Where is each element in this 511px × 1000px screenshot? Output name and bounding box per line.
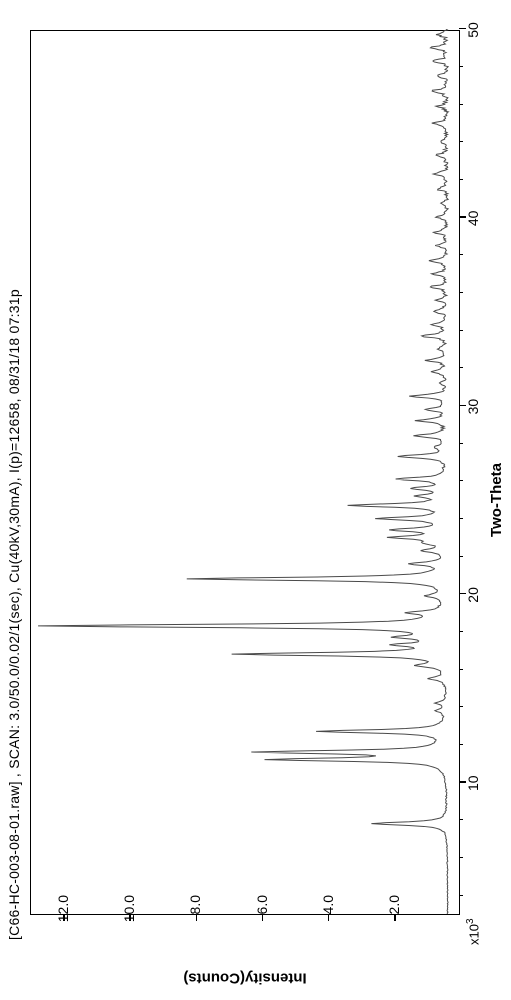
x-tick-label: 50 [465, 22, 481, 38]
xrd-spectrum-line [31, 29, 461, 914]
y-axis-multiplier: x103 [465, 918, 481, 945]
plot-area [30, 30, 460, 915]
x-tick-label: 40 [465, 211, 481, 227]
x-tick-label: 20 [465, 587, 481, 603]
y-axis-title: Intensity(Counts) [183, 970, 306, 987]
y-tick [129, 914, 131, 921]
y-tick [262, 914, 264, 921]
y-tick [394, 914, 396, 921]
x-axis-title: Two-Theta [488, 463, 505, 537]
spectrum-path [38, 29, 448, 914]
x-tick-label: 10 [465, 775, 481, 791]
y-tick [328, 914, 330, 921]
xrd-chart-page: [C66-HC-003-08-01.raw] , SCAN: 3.0/50.0/… [0, 0, 511, 1000]
x-tick-label: 30 [465, 399, 481, 415]
chart-title: [C66-HC-003-08-01.raw] , SCAN: 3.0/50.0/… [6, 289, 22, 940]
y-tick [63, 914, 65, 921]
y-tick [196, 914, 198, 921]
